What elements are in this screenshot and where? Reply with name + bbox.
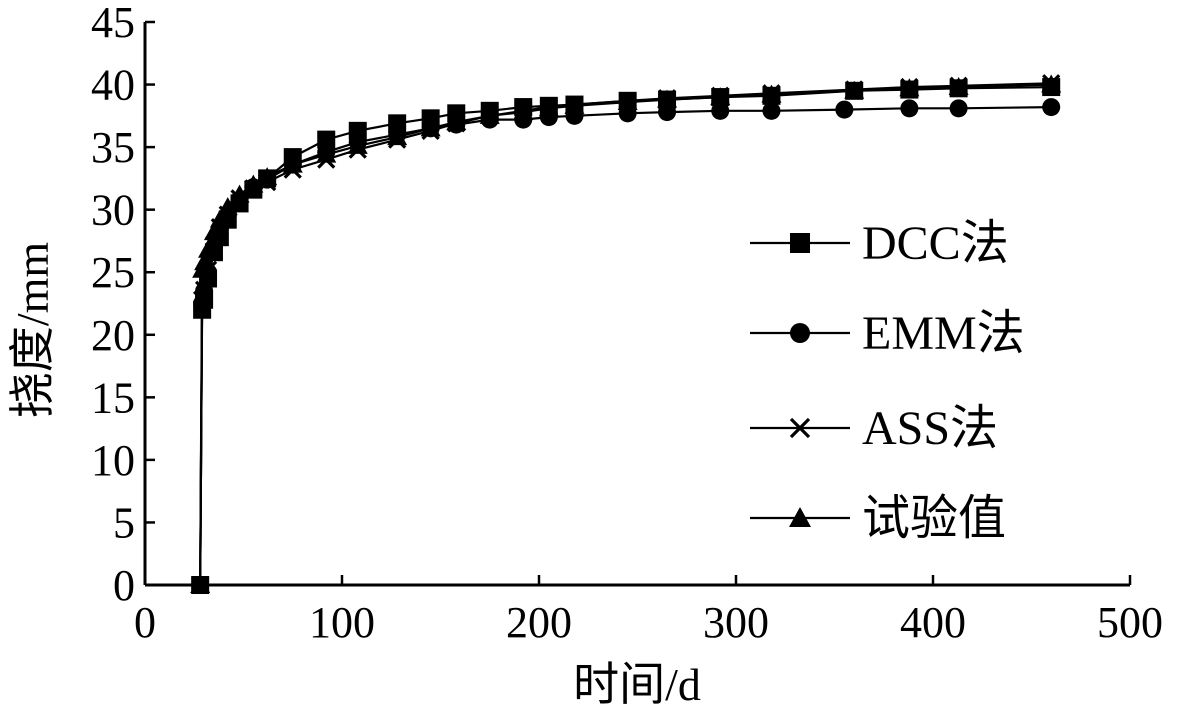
series-4-point: [948, 77, 969, 96]
series-4-point: [479, 105, 500, 124]
series-4-point: [203, 222, 224, 241]
series-4-point: [617, 92, 638, 111]
y-tick-label: 40: [91, 61, 135, 110]
series-3-point: [194, 280, 214, 299]
axes: [143, 22, 1130, 587]
x-axis-label: 时间/d: [573, 659, 701, 710]
series-4-point: [198, 239, 219, 258]
legend-entry-1: DCC法: [750, 217, 1009, 270]
legend-marker: [789, 417, 811, 439]
plot-markers: [190, 74, 1062, 595]
series-2-point: [835, 100, 854, 119]
series-4-point: [282, 154, 303, 173]
series-4-point: [420, 118, 441, 137]
series-4-point: [229, 184, 250, 203]
legend-label: EMM法: [862, 307, 1025, 360]
series-4-point: [446, 112, 467, 131]
x-tick-label: 300: [703, 598, 769, 647]
series-2-point: [658, 103, 677, 122]
series-4-point: [657, 89, 678, 108]
series-4-point: [194, 252, 215, 271]
legend-label: 试验值: [862, 492, 1006, 545]
series-2-point: [1042, 98, 1061, 117]
y-axis-label: 挠度/mm: [7, 242, 58, 419]
legend-entry-4: 试验值: [750, 492, 1006, 545]
series-1-point: [317, 130, 336, 149]
y-tick-label: 5: [113, 498, 135, 547]
series-4-point: [1041, 74, 1062, 93]
x-tick-label: 0: [134, 598, 156, 647]
series-4-point: [209, 209, 230, 228]
series-2-point: [949, 99, 968, 118]
series-2-point: [900, 99, 919, 118]
legend-label: ASS法: [862, 402, 998, 455]
legend-marker: [790, 233, 810, 253]
series-4-point: [513, 102, 534, 121]
series-4-point: [899, 78, 920, 97]
x-tick-label: 400: [900, 598, 966, 647]
y-tick-label: 15: [91, 373, 135, 422]
y-tick-label: 0: [113, 561, 135, 610]
series-4-point: [844, 80, 865, 99]
series-4-point: [564, 95, 585, 114]
y-tick-label: 45: [91, 0, 135, 47]
x-tick-label: 100: [309, 598, 375, 647]
legend-entry-3: ASS法: [750, 402, 998, 455]
legend-marker: [789, 507, 811, 527]
series-4-point: [710, 87, 731, 106]
y-tick-label: 10: [91, 436, 135, 485]
series-4-point: [761, 84, 782, 103]
legend-label: DCC法: [862, 217, 1009, 270]
x-tick-label: 200: [506, 598, 572, 647]
series-2-point: [762, 101, 781, 120]
series-2-point: [711, 101, 730, 120]
y-tick-label: 25: [91, 248, 135, 297]
series-4-point: [217, 197, 238, 216]
legend-entry-2: EMM法: [750, 307, 1025, 360]
y-tick-label: 20: [91, 311, 135, 360]
series-4-point: [257, 167, 278, 186]
series-4-point: [316, 144, 337, 163]
legend-marker: [790, 323, 810, 343]
series-4-point: [538, 98, 559, 117]
series-4-point: [243, 174, 264, 193]
y-tick-label: 35: [91, 123, 135, 172]
series-4-point: [387, 127, 408, 146]
ticks: 0 100 200 300 400 500 0 5 10 15 20 25 30 35 40 45: [91, 0, 1163, 647]
x-tick-label: 500: [1097, 598, 1163, 647]
series-4-point: [347, 135, 368, 154]
y-tick-label: 30: [91, 186, 135, 235]
